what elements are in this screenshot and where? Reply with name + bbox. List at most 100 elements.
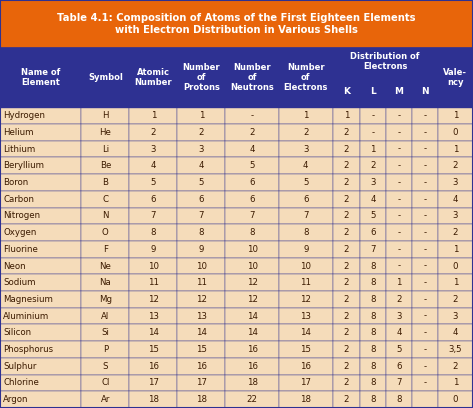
Bar [226, 107, 279, 124]
Bar [129, 291, 177, 308]
Text: Atomic
Number: Atomic Number [134, 68, 172, 87]
Bar [81, 274, 129, 291]
Text: 1: 1 [370, 144, 376, 153]
Bar [360, 141, 386, 157]
Text: 3: 3 [453, 211, 458, 220]
Text: Phosphorus: Phosphorus [3, 345, 53, 354]
Text: Vale-
ncy: Vale- ncy [444, 68, 467, 87]
Bar [279, 157, 333, 174]
Bar [333, 324, 360, 341]
Bar [226, 308, 279, 324]
Text: 8: 8 [370, 345, 376, 354]
Text: F: F [103, 245, 108, 254]
Text: 2: 2 [344, 295, 349, 304]
Bar [81, 308, 129, 324]
Text: Nitrogen: Nitrogen [3, 211, 40, 220]
Text: 13: 13 [300, 312, 311, 321]
Text: 2: 2 [344, 128, 349, 137]
Bar [177, 391, 226, 408]
Bar [81, 141, 129, 157]
Text: 4: 4 [199, 161, 204, 170]
Text: 2: 2 [453, 228, 458, 237]
Text: 6: 6 [370, 228, 376, 237]
Text: 8: 8 [370, 395, 376, 404]
Bar [177, 124, 226, 141]
Bar [438, 358, 473, 375]
Text: -: - [397, 111, 401, 120]
Text: O: O [102, 228, 109, 237]
Text: N: N [421, 86, 429, 95]
Bar [438, 324, 473, 341]
Text: 6: 6 [150, 195, 156, 204]
Bar [177, 141, 226, 157]
Text: -: - [423, 144, 427, 153]
Bar [412, 391, 438, 408]
Bar [386, 291, 412, 308]
Text: -: - [423, 245, 427, 254]
Bar [81, 157, 129, 174]
Text: -: - [397, 245, 401, 254]
Text: 5: 5 [199, 178, 204, 187]
Text: 3: 3 [150, 144, 156, 153]
Bar [0, 191, 81, 208]
Text: 15: 15 [300, 345, 311, 354]
Text: 1: 1 [453, 278, 458, 287]
Bar [129, 124, 177, 141]
Text: 4: 4 [453, 195, 458, 204]
Bar [333, 107, 360, 124]
Text: 1: 1 [396, 278, 402, 287]
Text: -: - [423, 161, 427, 170]
Bar [129, 241, 177, 258]
Bar [333, 391, 360, 408]
Bar [226, 191, 279, 208]
Text: 14: 14 [196, 328, 207, 337]
Text: 12: 12 [148, 295, 159, 304]
Text: 2: 2 [344, 362, 349, 371]
Bar [386, 208, 412, 224]
Bar [360, 274, 386, 291]
Bar [226, 258, 279, 274]
Bar [0, 208, 81, 224]
Text: B: B [102, 178, 108, 187]
Text: 14: 14 [300, 328, 311, 337]
Text: 1: 1 [303, 111, 308, 120]
Text: -: - [251, 111, 254, 120]
Text: 0: 0 [453, 395, 458, 404]
Bar [129, 224, 177, 241]
Text: 14: 14 [247, 328, 258, 337]
Text: 18: 18 [247, 379, 258, 388]
Bar [438, 391, 473, 408]
Bar [0, 391, 81, 408]
Bar [438, 157, 473, 174]
Bar [412, 375, 438, 391]
Bar [129, 391, 177, 408]
Bar [129, 208, 177, 224]
Text: 2: 2 [199, 128, 204, 137]
Bar [360, 375, 386, 391]
Text: 2: 2 [344, 161, 349, 170]
Text: 12: 12 [300, 295, 311, 304]
Bar [412, 174, 438, 191]
Bar [279, 241, 333, 258]
Bar [177, 208, 226, 224]
Text: 2: 2 [453, 362, 458, 371]
Text: 7: 7 [396, 379, 402, 388]
Bar [0, 0, 473, 48]
Bar [333, 174, 360, 191]
Text: 4: 4 [453, 328, 458, 337]
Text: 5: 5 [249, 161, 255, 170]
Bar [226, 124, 279, 141]
Bar [333, 124, 360, 141]
Text: -: - [423, 228, 427, 237]
Bar [360, 308, 386, 324]
Bar [412, 308, 438, 324]
Text: 12: 12 [196, 295, 207, 304]
Text: Argon: Argon [3, 395, 29, 404]
Text: 2: 2 [344, 395, 349, 404]
Bar [412, 124, 438, 141]
Text: 4: 4 [150, 161, 156, 170]
Bar [129, 324, 177, 341]
Bar [279, 208, 333, 224]
Text: -: - [423, 128, 427, 137]
Bar [438, 191, 473, 208]
